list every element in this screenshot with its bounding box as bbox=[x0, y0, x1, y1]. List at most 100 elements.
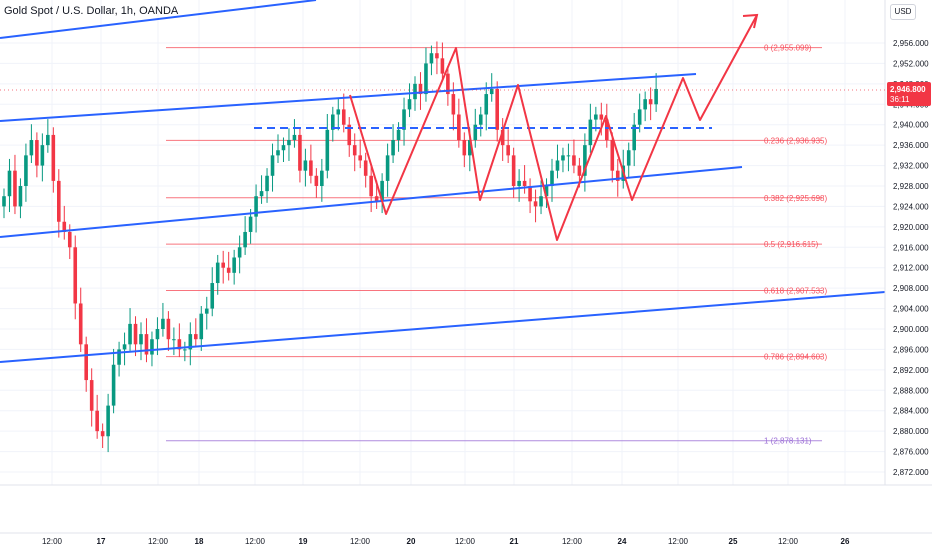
candle-body bbox=[352, 145, 357, 156]
arrow-head-icon bbox=[742, 13, 759, 29]
candle-body bbox=[210, 283, 215, 309]
trend-line[interactable] bbox=[0, 0, 317, 39]
candle-body bbox=[385, 155, 390, 181]
time-axis-bg bbox=[0, 485, 932, 550]
candle-body bbox=[199, 313, 204, 340]
candle-body bbox=[281, 145, 286, 151]
fib-level-label: 0.382 (2,925.698) bbox=[764, 194, 827, 203]
time-tick-label: 12:00 bbox=[668, 537, 689, 546]
candle-body bbox=[440, 58, 445, 74]
candle-body bbox=[418, 83, 423, 95]
candle-body bbox=[363, 160, 368, 176]
candle-body bbox=[232, 257, 236, 273]
price-tick-label: 2,876.000 bbox=[893, 448, 929, 457]
time-tick-label: 12:00 bbox=[562, 537, 583, 546]
candle-body bbox=[341, 109, 346, 125]
price-tick-label: 2,916.000 bbox=[893, 243, 929, 252]
candle-body bbox=[583, 145, 587, 176]
price-tick-label: 2,880.000 bbox=[893, 427, 929, 436]
candle-body bbox=[550, 170, 554, 186]
fib-level-label: 0.618 (2,907.533) bbox=[764, 287, 827, 296]
candle-body bbox=[610, 140, 615, 171]
candle-body bbox=[561, 155, 565, 161]
candle-body bbox=[374, 196, 379, 202]
candle-body bbox=[347, 124, 352, 146]
time-tick-label: 12:00 bbox=[455, 537, 476, 546]
candle-body bbox=[18, 186, 23, 207]
time-tick-label: 20 bbox=[407, 537, 416, 546]
last-price-value: 2,946.800 bbox=[890, 85, 926, 94]
trend-line[interactable] bbox=[0, 166, 743, 238]
time-tick-label: 21 bbox=[510, 537, 519, 546]
candle-body bbox=[435, 53, 439, 59]
time-tick-label: 19 bbox=[299, 537, 308, 546]
candle-body bbox=[270, 155, 275, 176]
trend-drawings[interactable] bbox=[0, 0, 886, 363]
candle-body bbox=[320, 170, 324, 186]
time-tick-label: 12:00 bbox=[148, 537, 169, 546]
fib-level-label: 1 (2,878.131) bbox=[764, 437, 812, 446]
price-tick-label: 2,920.000 bbox=[893, 223, 929, 232]
candle-body bbox=[117, 349, 121, 365]
price-tick-label: 2,936.000 bbox=[893, 141, 929, 150]
candle-body bbox=[133, 323, 138, 345]
candle-body bbox=[380, 180, 384, 202]
candle-body bbox=[2, 196, 6, 207]
candle-body bbox=[150, 339, 154, 355]
candle-body bbox=[396, 129, 401, 141]
candle-body bbox=[336, 109, 341, 115]
candle-body bbox=[489, 88, 494, 95]
candle-body bbox=[314, 175, 319, 186]
candle-body bbox=[500, 129, 505, 146]
candle-body bbox=[51, 134, 56, 181]
candle-body bbox=[555, 160, 560, 171]
price-tick-label: 2,912.000 bbox=[893, 264, 929, 273]
candle-body bbox=[46, 134, 50, 146]
price-tick-label: 2,956.000 bbox=[893, 39, 929, 48]
last-price-tag bbox=[887, 81, 931, 106]
price-tick-label: 2,940.000 bbox=[893, 121, 929, 130]
price-tick-label: 2,892.000 bbox=[893, 366, 929, 375]
price-tick-label: 2,932.000 bbox=[893, 162, 929, 171]
price-tick-label: 2,884.000 bbox=[893, 407, 929, 416]
candle-body bbox=[648, 99, 653, 105]
time-tick-label: 25 bbox=[729, 537, 738, 546]
time-tick-label: 12:00 bbox=[778, 537, 799, 546]
candle-body bbox=[177, 339, 182, 350]
candle-body bbox=[522, 180, 527, 186]
candle-body bbox=[73, 247, 78, 304]
candle-body bbox=[35, 140, 39, 166]
candle-body bbox=[57, 180, 61, 222]
candle-body bbox=[243, 231, 247, 248]
price-tick-label: 2,904.000 bbox=[893, 305, 929, 314]
candle-body bbox=[237, 247, 242, 258]
fib-level-label: 0.236 (2,936.935) bbox=[764, 136, 827, 145]
candle-body bbox=[451, 94, 456, 115]
grid bbox=[0, 0, 885, 485]
candle-body bbox=[391, 140, 395, 156]
candle-body bbox=[183, 349, 187, 351]
fibonacci-retracement[interactable]: 0 (2,955.099) 0.236 (2,936.935) 0.382 (2,9… bbox=[166, 44, 827, 446]
candle-body bbox=[424, 63, 428, 95]
zigzag-path[interactable] bbox=[349, 14, 758, 241]
candle-body bbox=[528, 186, 532, 202]
trend-line[interactable] bbox=[0, 291, 886, 363]
forecast-path[interactable] bbox=[349, 13, 759, 241]
candle-body bbox=[259, 191, 264, 197]
candle-body bbox=[402, 109, 406, 130]
candle-body bbox=[166, 318, 171, 340]
currency-button[interactable]: USD bbox=[890, 4, 916, 20]
fib-level-label: 0.786 (2,894.603) bbox=[764, 353, 827, 362]
time-tick-label: 12:00 bbox=[245, 537, 266, 546]
candle-body bbox=[369, 175, 373, 197]
price-tick-label: 2,928.000 bbox=[893, 182, 929, 191]
candle-body bbox=[139, 334, 143, 345]
candle-body bbox=[577, 165, 582, 176]
trend-line[interactable] bbox=[0, 73, 697, 122]
candle-body bbox=[309, 160, 313, 176]
candle-body bbox=[276, 150, 280, 156]
candle-body bbox=[303, 160, 308, 171]
candle-body bbox=[468, 140, 472, 156]
candle-body bbox=[539, 196, 543, 207]
